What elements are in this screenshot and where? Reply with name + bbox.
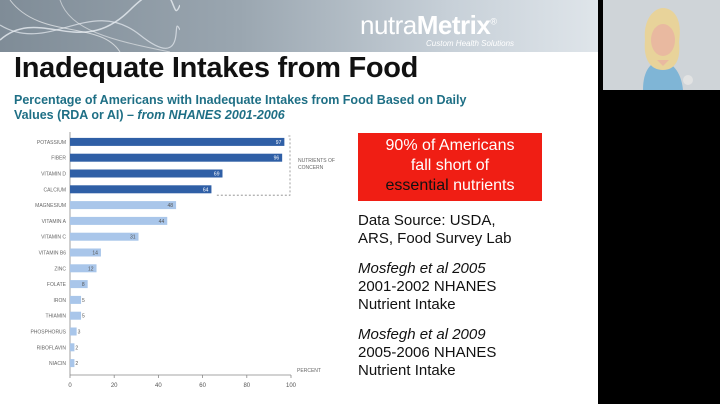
- bar-folate: [70, 280, 88, 289]
- bar-value-label: 5: [82, 298, 85, 304]
- bar-riboflavin: [70, 343, 75, 352]
- callout-line-1: 90% of Americans: [385, 137, 515, 154]
- bar-vitamin-d: [70, 169, 223, 178]
- bar-zinc: [70, 264, 97, 273]
- concern-bracket: [215, 135, 291, 196]
- bar-value-label: 3: [78, 330, 81, 336]
- swirl-decoration-icon: [0, 0, 180, 52]
- bar-value-label: 69: [214, 172, 220, 178]
- source-block-3: Mosfegh et al 2009 2005-2006 NHANES Nutr…: [358, 326, 588, 380]
- category-label: VITAMIN B6: [39, 251, 67, 257]
- bar-thiamin: [70, 311, 82, 320]
- bar-value-label: 5: [82, 314, 85, 320]
- presenter-avatar-icon: [603, 0, 720, 90]
- x-tick-label: 20: [111, 383, 118, 389]
- bar-value-label: 31: [130, 235, 136, 241]
- header-banner: nutraMetrix® Custom Health Solutions: [0, 0, 598, 52]
- category-label: POTASSIUM: [37, 140, 66, 146]
- source-line: ARS, Food Survey Lab: [358, 230, 512, 247]
- bar-phosphorus: [70, 327, 77, 336]
- bar-value-label: 48: [168, 203, 174, 209]
- x-axis-label: PERCENT: [297, 368, 321, 374]
- x-tick-label: 0: [68, 383, 72, 389]
- bar-value-label: 96: [274, 156, 280, 162]
- brand-tagline: Custom Health Solutions: [426, 39, 515, 48]
- brand-logo: nutraMetrix®: [360, 10, 497, 40]
- presentation-slide: nutraMetrix® Custom Health Solutions Ina…: [0, 0, 598, 404]
- x-tick-label: 60: [199, 383, 206, 389]
- annotation-label: NUTRIENTS OF: [298, 158, 335, 164]
- callout-line-3: essential nutrients: [385, 177, 515, 194]
- slide-subtitle: Percentage of Americans with Inadequate …: [14, 93, 467, 122]
- bar-vitamin-b6: [70, 248, 101, 257]
- bar-potassium: [70, 137, 285, 146]
- category-label: VITAMIN C: [41, 235, 66, 241]
- bar-value-label: 12: [88, 266, 94, 272]
- bar-fiber: [70, 153, 283, 162]
- category-label: CALCIUM: [43, 187, 66, 193]
- callout-line-2: fall short of: [410, 157, 490, 174]
- source-citation: Mosfegh et al 2009: [358, 326, 486, 343]
- x-tick-label: 80: [243, 383, 250, 389]
- source-line: 2001-2002 NHANES: [358, 278, 497, 295]
- bar-value-label: 44: [159, 219, 165, 225]
- bar-niacin: [70, 359, 75, 368]
- source-line: Data Source: USDA,: [358, 212, 496, 229]
- category-label: RIBOFLAVIN: [37, 345, 67, 351]
- category-label: IRON: [54, 298, 67, 304]
- category-label: PHOSPHORUS: [30, 330, 66, 336]
- category-label: VITAMIN A: [42, 219, 67, 225]
- annotation-label: CONCERN: [298, 165, 324, 171]
- source-citation: Mosfegh et al 2005: [358, 260, 486, 277]
- bar-vitamin-c: [70, 232, 139, 241]
- source-line: 2005-2006 NHANES: [358, 344, 497, 361]
- x-tick-label: 40: [155, 383, 162, 389]
- bar-magnesium: [70, 201, 177, 210]
- category-label: NIACIN: [49, 361, 66, 367]
- bar-value-label: 2: [75, 345, 78, 351]
- bar-value-label: 14: [92, 251, 98, 257]
- nutrient-bar-chart: POTASSIUM 97 FIBER 96 VITAMIN D 69 CALCIUM 64 MA…: [30, 132, 335, 389]
- category-label: MAGNESIUM: [35, 203, 66, 209]
- presenter-video: [603, 0, 720, 90]
- bar-iron: [70, 295, 82, 304]
- x-tick-label: 100: [286, 383, 297, 389]
- category-label: ZINC: [54, 266, 66, 272]
- bar-vitamin-a: [70, 216, 168, 225]
- category-label: FIBER: [51, 156, 66, 162]
- bar-value-label: 64: [203, 187, 209, 193]
- callout-box: 90% of Americans fall short of essential…: [358, 133, 542, 201]
- category-label: THIAMIN: [45, 314, 66, 320]
- source-block-2: Mosfegh et al 2005 2001-2002 NHANES Nutr…: [358, 260, 588, 314]
- bar-value-label: 2: [75, 361, 78, 367]
- bar-value-label: 97: [276, 140, 282, 146]
- category-label: FOLATE: [47, 282, 67, 288]
- bar-value-label: 8: [82, 282, 85, 288]
- slide-title: Inadequate Intakes from Food: [14, 52, 419, 84]
- bar-calcium: [70, 185, 212, 194]
- source-line: Nutrient Intake: [358, 296, 456, 313]
- source-line: Nutrient Intake: [358, 362, 456, 379]
- source-block-1: Data Source: USDA, ARS, Food Survey Lab: [358, 212, 588, 248]
- category-label: VITAMIN D: [41, 172, 66, 178]
